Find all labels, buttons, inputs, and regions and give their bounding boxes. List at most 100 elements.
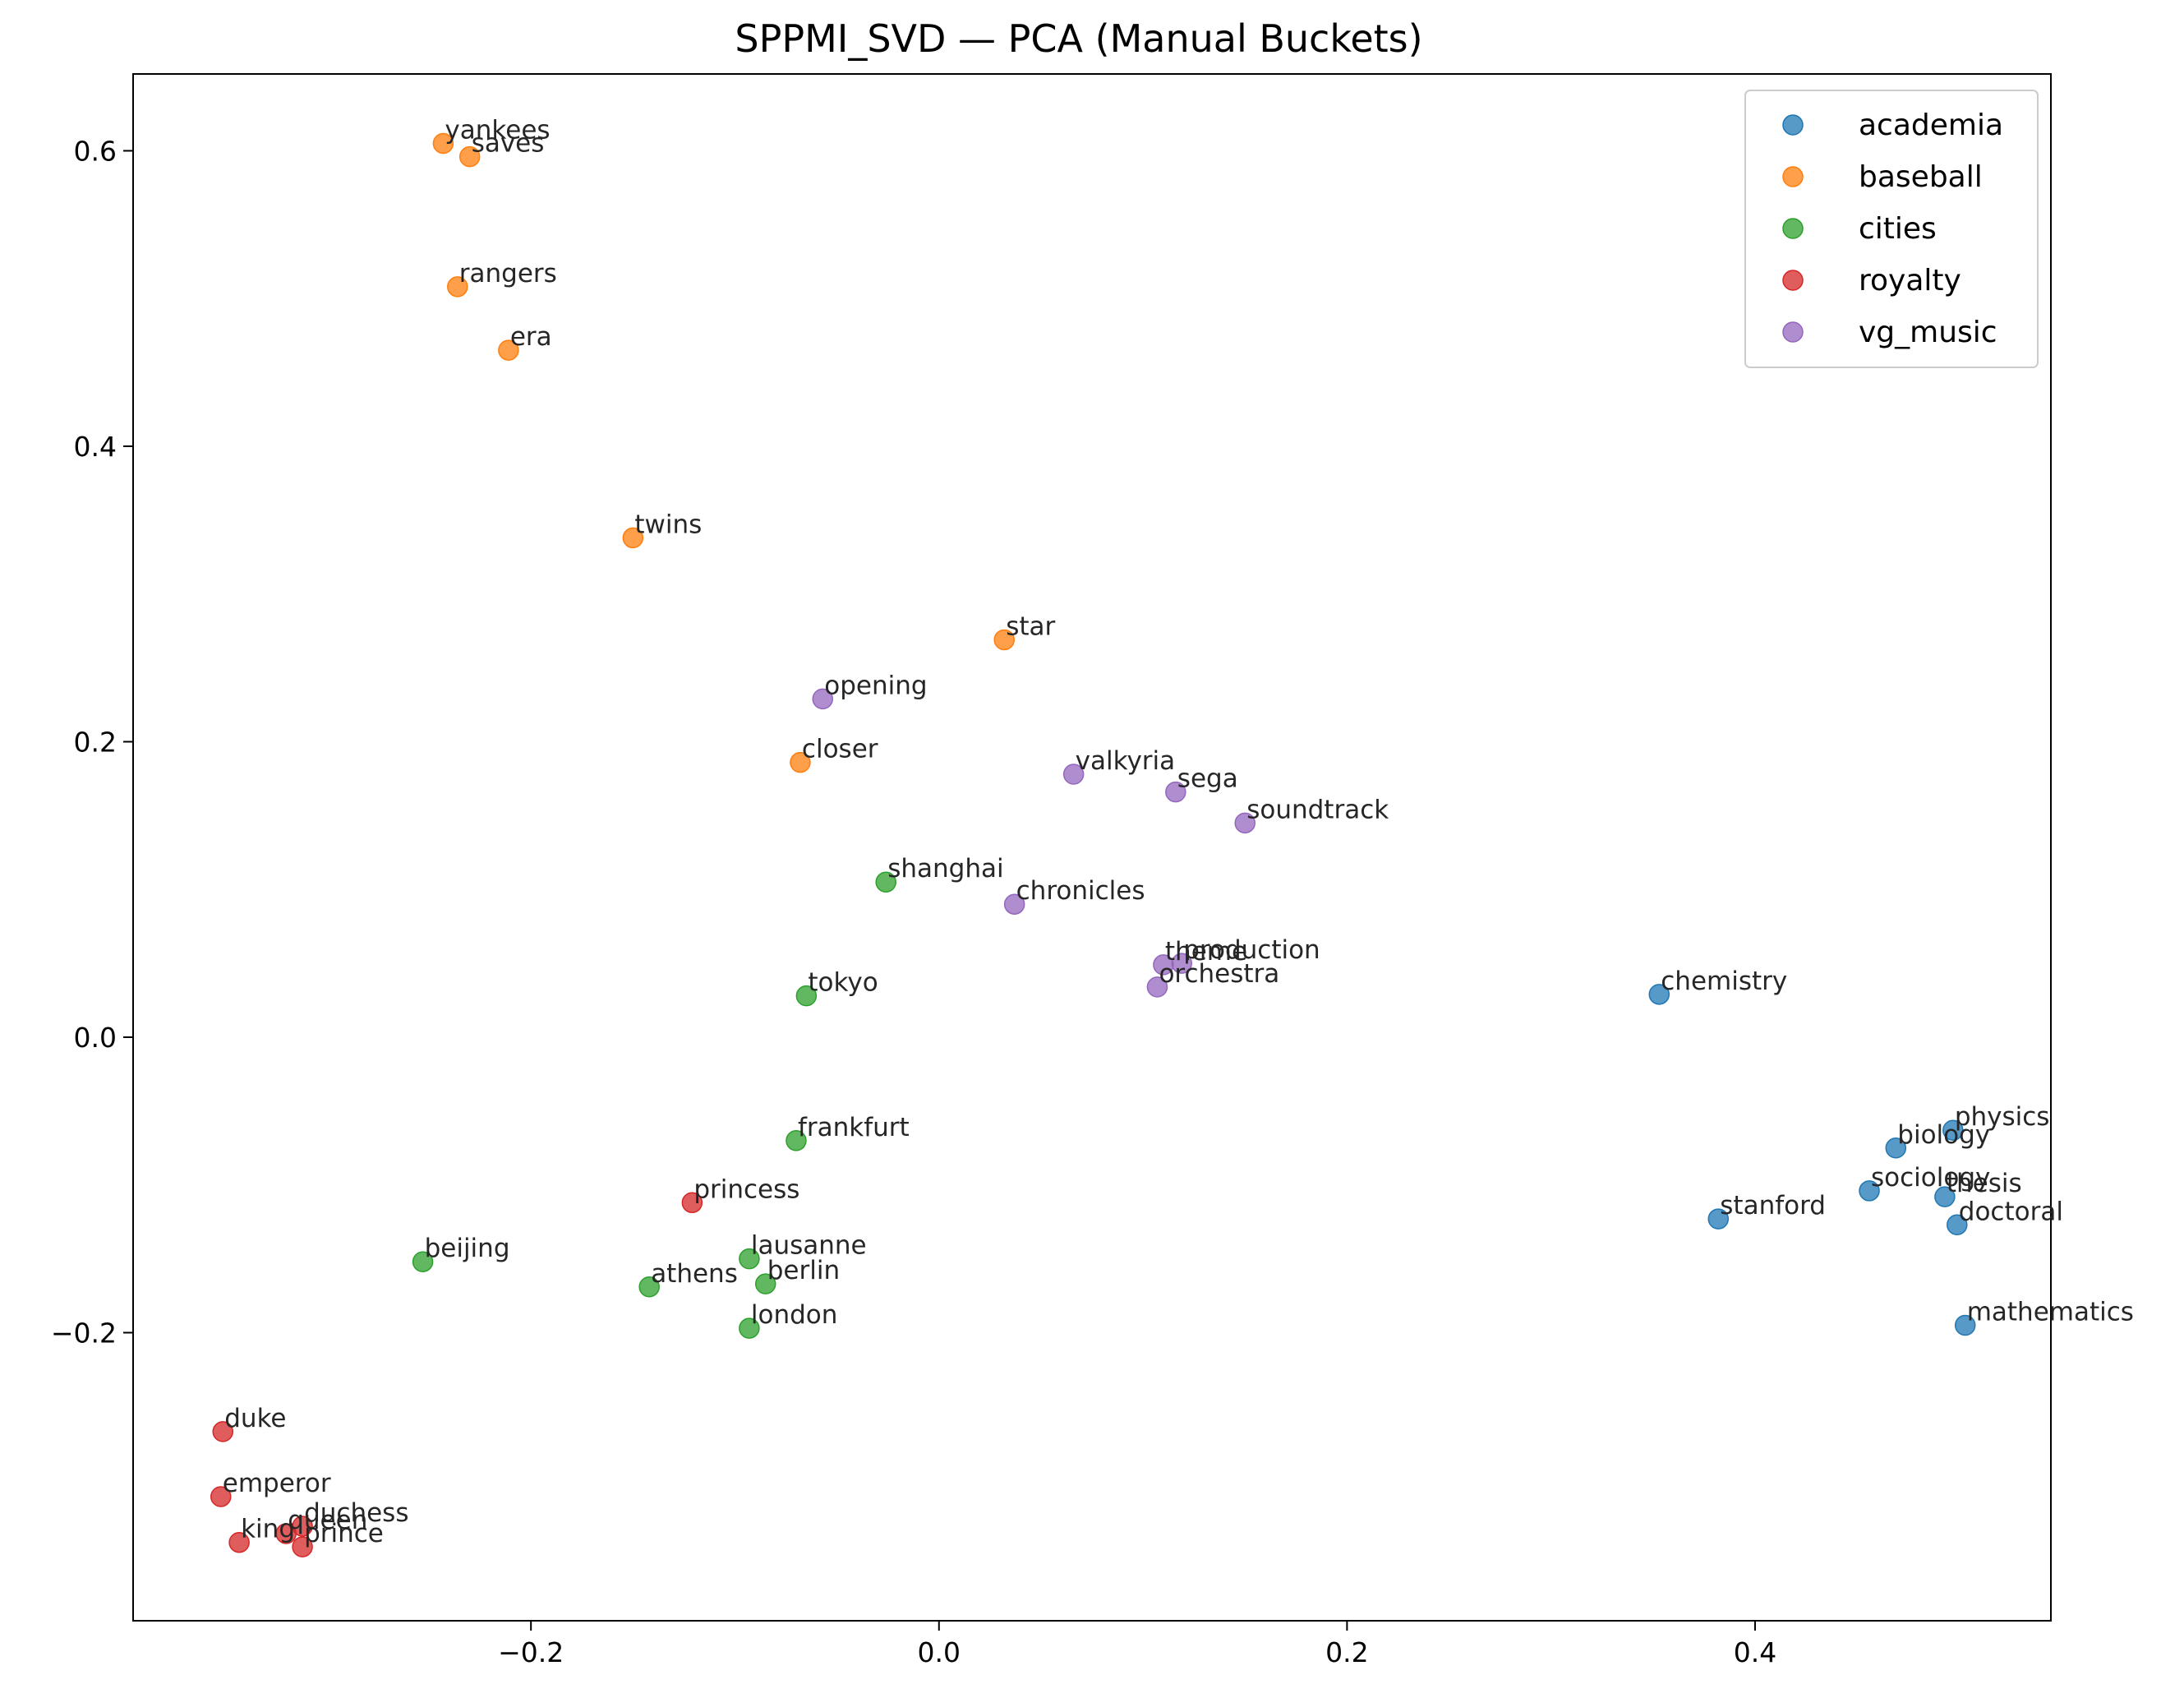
legend-label-baseball: baseball	[1859, 160, 1983, 194]
point-label-prince: prince	[304, 1519, 384, 1548]
y-tick-label: −0.2	[51, 1317, 117, 1349]
point-label-stanford: stanford	[1720, 1191, 1826, 1220]
y-axis: −0.2 0.0 0.2 0.4 0.6	[51, 135, 133, 1349]
legend-marker-baseball	[1782, 166, 1804, 187]
point-label-physics: physics	[1955, 1102, 2050, 1132]
data-point-royalty-king	[228, 1531, 250, 1553]
x-tick-label: 0.2	[1325, 1636, 1368, 1668]
point-label-athens: athens	[651, 1259, 738, 1289]
point-label-era: era	[510, 322, 552, 352]
data-point-academia-thesis	[1934, 1186, 1956, 1207]
data-point-vg_music-soundtrack	[1234, 812, 1256, 834]
x-tick-label: 0.4	[1734, 1636, 1776, 1668]
data-point-baseball-era	[498, 339, 519, 361]
point-label-closer: closer	[802, 735, 878, 764]
point-label-duchess: duchess	[304, 1498, 408, 1528]
plot-frame	[132, 73, 2052, 1622]
point-label-saves: saves	[472, 129, 545, 159]
point-label-biology: biology	[1897, 1120, 1990, 1150]
y-tick-label: 0.6	[74, 135, 117, 167]
point-label-beijing: beijing	[425, 1234, 510, 1263]
data-point-cities-london	[739, 1317, 760, 1339]
data-point-cities-athens	[638, 1276, 660, 1298]
data-point-baseball-saves	[458, 145, 481, 168]
legend-marker-cities	[1782, 218, 1804, 239]
data-point-academia-mathematics	[1954, 1314, 1976, 1336]
point-label-orchestra: orchestra	[1159, 959, 1279, 989]
data-point-baseball-rangers	[447, 276, 468, 298]
data-point-royalty-queen	[275, 1523, 297, 1544]
data-point-academia-stanford	[1707, 1208, 1730, 1230]
point-label-valkyria: valkyria	[1076, 746, 1176, 776]
data-point-cities-beijing	[412, 1251, 434, 1272]
point-label-shanghai: shanghai	[887, 854, 1003, 884]
x-axis: −0.2 0.0 0.2 0.4	[498, 1621, 1776, 1668]
data-point-royalty-prince	[292, 1536, 313, 1557]
point-label-yankees: yankees	[445, 115, 550, 145]
point-label-queen: queen	[288, 1506, 367, 1535]
legend-label-royalty: royalty	[1859, 264, 1961, 298]
y-tick-label: 0.0	[74, 1022, 117, 1054]
legend-marker-vg_music	[1782, 321, 1804, 343]
y-tick-label: 0.2	[74, 726, 117, 758]
data-point-cities-frankfurt	[786, 1130, 807, 1151]
point-label-london: london	[751, 1300, 838, 1330]
point-label-doctoral: doctoral	[1959, 1197, 2063, 1226]
point-label-chronicles: chronicles	[1016, 876, 1145, 906]
data-point-royalty-princess	[681, 1192, 703, 1214]
point-label-rangers: rangers	[459, 259, 557, 288]
legend-label-vg_music: vg_music	[1859, 316, 1997, 349]
data-point-cities-shanghai	[875, 871, 896, 893]
legend: academia baseball cities royalty vg_music	[1744, 90, 2039, 368]
legend-label-academia: academia	[1859, 108, 2003, 142]
point-label-duke: duke	[224, 1404, 286, 1433]
point-label-princess: princess	[693, 1174, 799, 1204]
data-point-vg_music-opening	[812, 688, 833, 710]
point-label-twins: twins	[634, 510, 702, 539]
legend-label-cities: cities	[1859, 212, 1937, 246]
data-point-cities-berlin	[754, 1273, 776, 1294]
legend-marker-royalty	[1782, 270, 1804, 291]
data-point-academia-physics	[1942, 1119, 1964, 1141]
x-tick-label: 0.0	[918, 1636, 961, 1668]
data-point-vg_music-valkyria	[1062, 764, 1085, 785]
point-label-berlin: berlin	[767, 1256, 840, 1285]
point-label-star: star	[1006, 611, 1055, 641]
data-point-academia-biology	[1885, 1137, 1907, 1159]
point-label-sega: sega	[1177, 764, 1238, 794]
data-point-cities-tokyo	[795, 985, 818, 1007]
data-point-royalty-duke	[212, 1421, 234, 1442]
data-point-academia-chemistry	[1648, 984, 1670, 1005]
data-point-baseball-star	[993, 629, 1015, 651]
x-tick-label: −0.2	[498, 1636, 564, 1668]
point-label-chemistry: chemistry	[1661, 967, 1787, 996]
plot-area	[132, 73, 2052, 1622]
data-point-baseball-twins	[622, 527, 644, 549]
data-point-academia-doctoral	[1947, 1214, 1968, 1236]
legend-marker-academia	[1782, 114, 1804, 136]
legend-box	[1744, 90, 2039, 368]
data-point-vg_music-orchestra	[1146, 976, 1168, 998]
point-label-emperor: emperor	[223, 1469, 331, 1498]
data-point-royalty-emperor	[210, 1486, 232, 1507]
data-point-academia-sociology	[1859, 1180, 1880, 1202]
chart-title: SPPMI_SVD — PCA (Manual Buckets)	[735, 16, 1422, 61]
point-label-king: king	[241, 1515, 295, 1544]
data-point-vg_music-chronicles	[1003, 893, 1025, 915]
data-point-baseball-yankees	[432, 132, 454, 155]
data-point-vg_music-sega	[1165, 781, 1186, 803]
data-points	[210, 132, 1976, 1557]
point-label-lausanne: lausanne	[751, 1231, 867, 1261]
point-label-opening: opening	[824, 671, 927, 700]
point-label-mathematics: mathematics	[1967, 1297, 2134, 1327]
data-point-vg_music-production	[1171, 953, 1193, 974]
point-label-sociology: sociology	[1871, 1163, 1990, 1193]
point-label-theme: theme	[1165, 937, 1247, 967]
point-label-frankfurt: frankfurt	[798, 1113, 910, 1142]
point-label-soundtrack: soundtrack	[1246, 795, 1389, 824]
point-label-production: production	[1183, 935, 1320, 965]
data-point-baseball-closer	[790, 751, 811, 773]
point-label-thesis: thesis	[1947, 1169, 2022, 1198]
